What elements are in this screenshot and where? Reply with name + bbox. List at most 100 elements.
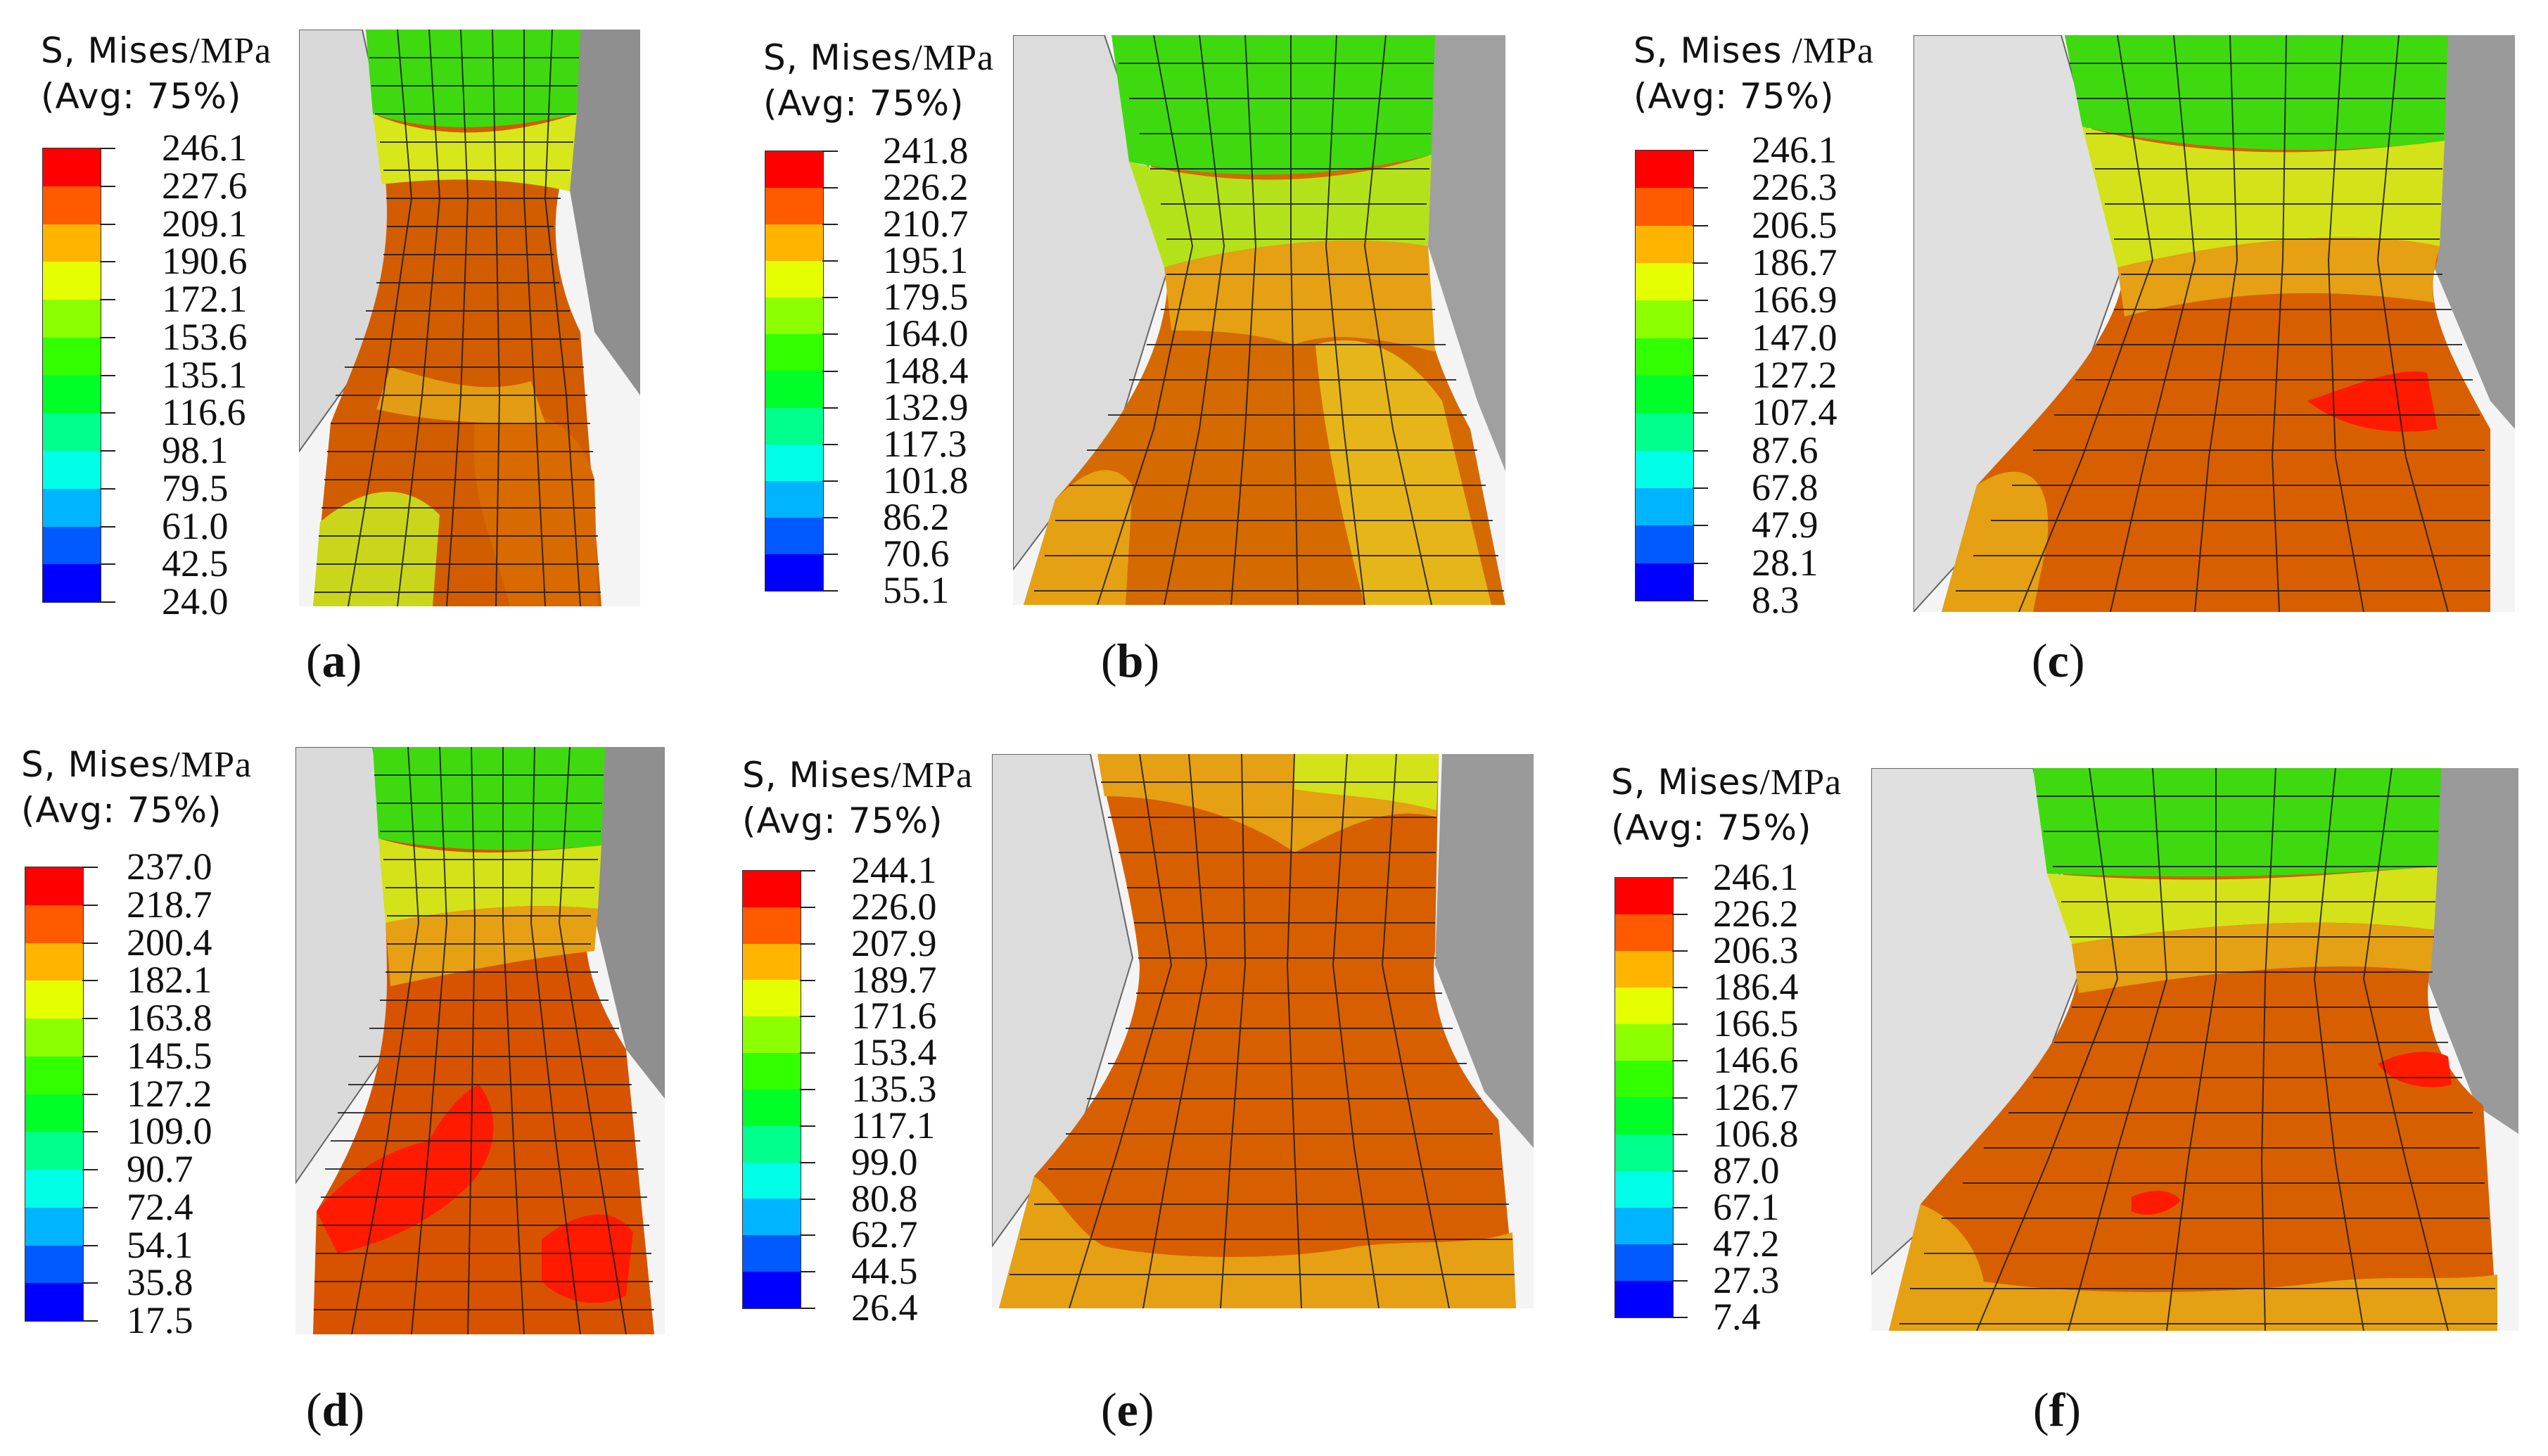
legend-color-segment [1615,914,1673,952]
legend-color-segment [1615,988,1673,1025]
legend-tick [800,870,815,871]
stress-contour-plot [992,754,1534,1308]
legend-color-segment [25,981,83,1018]
legend-color-segment [25,867,83,905]
legend-value: 107.4 [1752,391,1837,434]
legend-value: 206.3 [1713,929,1799,972]
legend-value: 163.8 [127,997,212,1039]
legend-value: 189.7 [851,958,937,1001]
legend-value: 7.4 [1713,1296,1761,1338]
legend-value: 17.5 [127,1299,193,1341]
legend-value: 190.6 [162,240,248,283]
legend-title: S, Mises/MPa (Avg: 75%) [742,753,973,843]
legend-unit: /MPa [891,755,974,796]
legend-color-segment [43,300,101,338]
legend-value: 164.0 [883,312,969,355]
legend-color-segment [743,871,801,907]
panel-label: (c) [2032,634,2085,687]
legend-tick [100,412,115,414]
legend-unit: /MPa [170,745,253,785]
legend-title: S, Mises/MPa (Avg: 75%) [21,742,252,833]
legend-value: 135.3 [851,1068,937,1110]
legend-value: 80.8 [851,1177,918,1220]
legend-color-segment [765,407,823,445]
legend-value: 55.1 [883,569,950,611]
legend-value: 117.3 [883,422,967,465]
legend-color-bar [765,151,824,592]
legend-tick [822,443,838,445]
legend-tick [82,1320,98,1322]
legend-value: 98.1 [162,429,229,471]
legend-value: 246.1 [1713,856,1799,898]
contour-image [1913,35,2515,612]
panel-label: (e) [1101,1383,1154,1436]
legend-color-segment [1615,1244,1673,1281]
legend-value: 26.4 [851,1286,918,1329]
legend-tick [1693,562,1708,564]
legend-tick [100,148,115,149]
legend-tick [1672,1060,1688,1062]
legend-color-segment [1636,188,1693,226]
legend-title-prefix: S, Mises [1633,30,1783,71]
legend-value: 146.6 [1713,1039,1799,1082]
legend-color-segment [743,907,801,944]
legend-color-segment [1636,563,1693,601]
legend-color-segment [1636,525,1693,563]
legend-color-segment [25,905,83,943]
legend-tick [82,904,98,906]
legend-title-avg: (Avg: 75%) [742,800,943,841]
legend-value: 218.7 [127,883,212,926]
legend-tick [1693,150,1708,151]
legend-color-bar [1614,877,1674,1318]
legend-value: 226.3 [1752,166,1837,209]
legend-value: 210.7 [883,203,969,245]
legend-color-segment [743,1089,801,1126]
legend-tick [1672,1317,1688,1318]
legend-tick [82,1093,98,1095]
legend-title-avg: (Avg: 75%) [763,83,964,124]
legend-color-segment [765,224,823,262]
legend-color-segment [1615,951,1673,988]
panel-label: (f) [2033,1383,2081,1436]
legend-tick [800,906,815,908]
legend-value: 61.0 [162,504,229,547]
legend-tick [800,943,815,945]
legend-tick [822,333,838,336]
legend-title: S, Mises/MPa (Avg: 75%) [763,35,994,126]
legend-tick [822,297,838,299]
legend-tick [82,1206,98,1208]
legend-tick [1693,600,1708,601]
legend-color-segment [43,488,101,527]
legend-tick [100,185,115,187]
legend-tick [822,553,838,555]
legend-tick [800,1234,815,1237]
contour-image [299,30,640,606]
legend-value: 8.3 [1752,579,1799,621]
legend-color-segment [25,1018,83,1056]
legend-value: 172.1 [162,278,248,320]
legend-color-segment [743,1125,801,1163]
legend-tick [1693,224,1708,226]
legend-color-segment [765,554,823,591]
legend-value: 244.1 [851,849,937,891]
legend-value: 67.8 [1752,466,1818,509]
legend-tick [800,1271,815,1273]
legend-tick [1672,1023,1688,1026]
legend-tick [1693,337,1708,339]
legend-color-segment [1615,1024,1673,1061]
legend-color-segment [765,298,823,335]
stress-contour-plot [1913,35,2515,612]
legend-tick [100,336,115,338]
legend-tick [1672,877,1688,879]
legend-value: 226.0 [851,885,937,928]
legend-value: 179.5 [883,276,969,319]
legend-tick [1672,1243,1688,1245]
legend-value: 47.9 [1752,504,1818,547]
legend-value: 126.7 [1713,1075,1799,1118]
legend-tick [1693,412,1708,414]
legend-title-avg: (Avg: 75%) [41,76,242,117]
legend-color-segment [25,1094,83,1132]
legend-value: 200.4 [127,921,212,964]
legend-tick [82,980,98,982]
legend-tick [100,223,115,225]
